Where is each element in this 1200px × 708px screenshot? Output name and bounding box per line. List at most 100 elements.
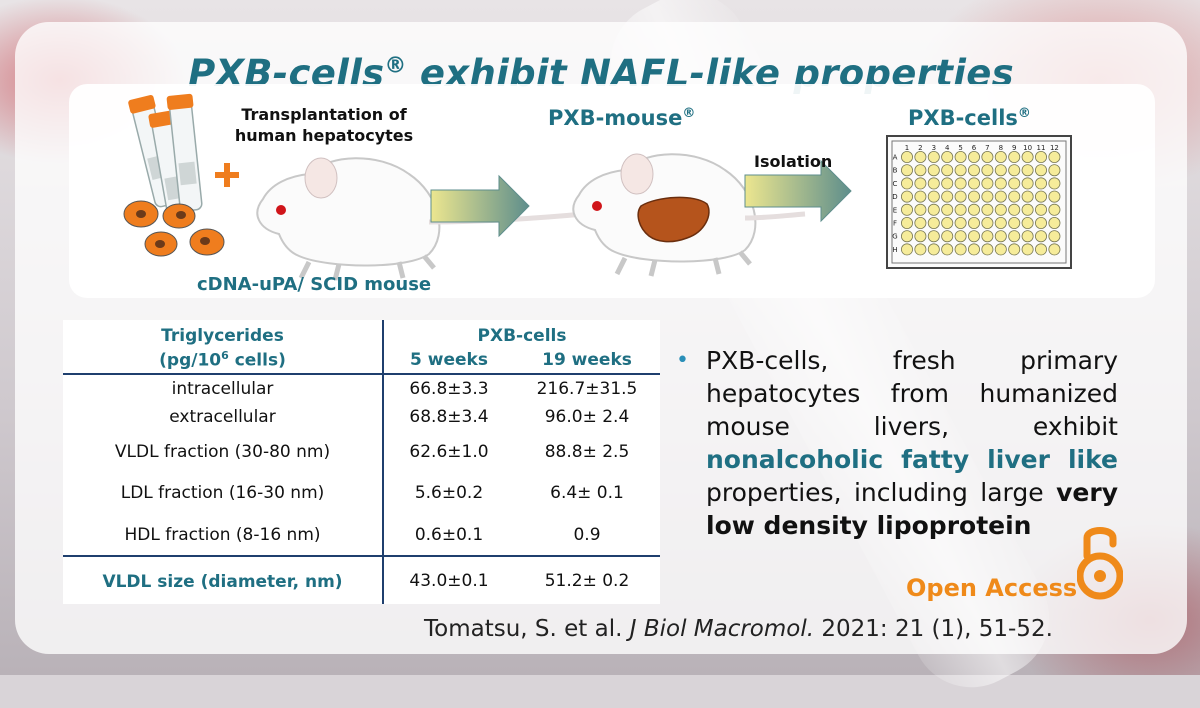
cell-5-weeks: 68.8±3.4: [409, 407, 489, 427]
plate-well: [1048, 177, 1061, 190]
header-19-weeks: 19 weeks: [514, 346, 660, 375]
plate-well: [954, 243, 967, 256]
plate-well: [941, 150, 954, 163]
plate-well: [1008, 243, 1021, 256]
plate-well: [1021, 217, 1034, 230]
plate-well: [941, 190, 954, 203]
plate-well: [968, 203, 981, 216]
header-triglycerides: Triglycerides: [63, 320, 384, 346]
table-row: extracellular 68.8±3.4 96.0± 2.4: [63, 402, 660, 432]
plate-well: [914, 243, 927, 256]
plate-well: [994, 177, 1007, 190]
hepatocyte-tubes-icon: [123, 93, 225, 257]
plus-icon: [215, 163, 239, 187]
plate-well: [900, 217, 913, 230]
cell-5-weeks: 62.6±1.0: [409, 442, 489, 462]
plate-well: [927, 190, 940, 203]
plate-column-label: 11: [1037, 144, 1046, 152]
plate-well: [1034, 150, 1047, 163]
plate-well: [914, 177, 927, 190]
cell-5-weeks: 5.6±0.2: [414, 483, 484, 503]
plate-well: [994, 217, 1007, 230]
table-header-row: Triglycerides PXB-cells: [63, 320, 660, 346]
row-label: extracellular: [63, 402, 384, 432]
plate-well: [927, 243, 940, 256]
plate-well: [1034, 190, 1047, 203]
vldl-size-label: VLDL size (diameter, nm): [63, 555, 384, 604]
plate-well: [1008, 190, 1021, 203]
plate-well: [900, 203, 913, 216]
plate-well: [981, 177, 994, 190]
plate-well: [941, 243, 954, 256]
plate-well: [954, 190, 967, 203]
arrow-icon: [430, 174, 530, 238]
plate-column-label: 4: [945, 144, 950, 152]
cdna-mouse-label: cDNA-uPA/ SCID mouse: [197, 274, 432, 295]
plate-well: [914, 150, 927, 163]
plate-column-label: 2: [918, 144, 922, 152]
plate-well: [927, 203, 940, 216]
plate-well: [981, 150, 994, 163]
transplantation-label: Transplantation of human hepatocytes: [234, 105, 414, 145]
table-row: HDL fraction (8-16 nm) 0.6±0.1 0.9: [63, 514, 660, 556]
table-row: VLDL size (diameter, nm) 43.0±0.1 51.2± …: [63, 555, 660, 604]
plate-well: [914, 164, 927, 177]
plate-well: [981, 203, 994, 216]
plate-well: [1021, 177, 1034, 190]
pxb-cells-label: PXB-cells®: [908, 106, 1031, 130]
plate-well: [1008, 177, 1021, 190]
citation: Tomatsu, S. et al. J Biol Macromol. 2021…: [424, 616, 1053, 642]
cell-5-weeks: 43.0±0.1: [383, 555, 514, 604]
plate-well: [954, 150, 967, 163]
plate-well: [954, 230, 967, 243]
open-access-lock-icon: [1077, 527, 1123, 600]
plate-well: [994, 150, 1007, 163]
plate-well: [941, 203, 954, 216]
plate-well: [900, 177, 913, 190]
plate-well: [1048, 203, 1061, 216]
plate-well: [954, 217, 967, 230]
plate-column-label: 3: [932, 144, 936, 152]
plate-row-label: E: [893, 206, 897, 214]
plate-well: [954, 164, 967, 177]
plate-well: [941, 177, 954, 190]
plate-well: [968, 164, 981, 177]
plate-well: [941, 230, 954, 243]
plate-row-label: H: [892, 246, 897, 254]
plate-column-label: 5: [958, 144, 962, 152]
row-label: LDL fraction (16-30 nm): [63, 472, 384, 514]
pxb-mouse-icon: [572, 153, 806, 277]
cell-19-weeks: 88.8± 2.5: [544, 442, 630, 462]
plate-well: [994, 243, 1007, 256]
table-row: VLDL fraction (30-80 nm) 62.6±1.0 88.8± …: [63, 432, 660, 472]
plate-column-label: 1: [905, 144, 909, 152]
plate-row-label: C: [893, 180, 898, 188]
header-5-weeks: 5 weeks: [383, 346, 514, 375]
cell-19-weeks: 216.7±31.5: [536, 378, 638, 399]
plate-column-label: 10: [1023, 144, 1032, 152]
plate-well: [927, 217, 940, 230]
plate-well: [927, 164, 940, 177]
plate-well: [1034, 243, 1047, 256]
plate-well: [900, 243, 913, 256]
open-access-label: Open Access: [906, 574, 1078, 602]
plate-well: [954, 203, 967, 216]
plate-well: [941, 217, 954, 230]
plate-column-label: 8: [999, 144, 1003, 152]
plate-well: [1021, 164, 1034, 177]
table-header-row: (pg/106 cells) 5 weeks 19 weeks: [63, 346, 660, 375]
isolation-label: Isolation: [754, 152, 833, 171]
plate-well: [914, 230, 927, 243]
plate-well: [994, 164, 1007, 177]
plate-well: [968, 230, 981, 243]
plate-well: [1048, 230, 1061, 243]
plate-well: [968, 243, 981, 256]
plate-well: [900, 164, 913, 177]
plate-well: [1034, 177, 1047, 190]
table-row: LDL fraction (16-30 nm) 5.6±0.2 6.4± 0.1: [63, 472, 660, 514]
plate-well: [1021, 203, 1034, 216]
cell-5-weeks: 0.6±0.1: [414, 524, 484, 545]
plate-row-label: G: [892, 233, 897, 241]
plate-row-label: B: [893, 167, 898, 175]
